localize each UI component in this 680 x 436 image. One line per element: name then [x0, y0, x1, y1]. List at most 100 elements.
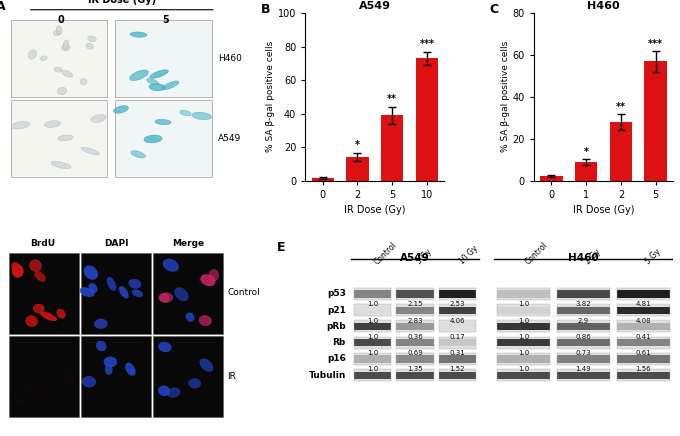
Text: 0.31: 0.31: [449, 350, 465, 356]
Bar: [497, 320, 550, 332]
Text: 1.0: 1.0: [518, 366, 529, 372]
Bar: [439, 337, 476, 349]
Bar: [617, 320, 670, 332]
Bar: [439, 288, 476, 300]
Text: 2.53: 2.53: [449, 301, 465, 307]
Bar: [354, 290, 391, 297]
Bar: [557, 339, 610, 346]
Bar: [396, 307, 434, 314]
Bar: [617, 320, 670, 332]
Bar: [396, 320, 434, 332]
Bar: [354, 371, 391, 379]
Text: 5: 5: [163, 15, 169, 25]
Text: 1.0: 1.0: [518, 334, 529, 340]
Ellipse shape: [54, 67, 62, 72]
Bar: [116, 100, 211, 177]
Ellipse shape: [114, 106, 129, 113]
Text: A549: A549: [218, 134, 241, 143]
Text: 2.9: 2.9: [578, 317, 589, 324]
Ellipse shape: [200, 359, 213, 371]
Ellipse shape: [11, 122, 30, 129]
Text: 0.41: 0.41: [635, 334, 651, 340]
Ellipse shape: [125, 363, 135, 375]
Bar: [396, 323, 434, 330]
Bar: [439, 353, 476, 365]
Text: p21: p21: [327, 306, 346, 315]
Text: IR Dose (Gy): IR Dose (Gy): [88, 0, 156, 5]
Text: p53: p53: [327, 290, 346, 298]
Text: E: E: [277, 241, 285, 254]
Bar: [439, 320, 476, 332]
Bar: [557, 320, 610, 332]
Bar: [557, 307, 610, 314]
Bar: [497, 304, 550, 316]
Ellipse shape: [56, 26, 62, 35]
Text: 4.06: 4.06: [449, 317, 465, 324]
Text: A: A: [0, 0, 6, 13]
Text: 2.15: 2.15: [407, 301, 423, 307]
Bar: [354, 339, 391, 346]
Text: 1.0: 1.0: [367, 301, 378, 307]
Bar: [381, 115, 403, 181]
Text: 1.0: 1.0: [518, 350, 529, 356]
Bar: [396, 337, 434, 349]
Ellipse shape: [130, 70, 148, 81]
Text: 1.0: 1.0: [367, 350, 378, 356]
Ellipse shape: [201, 275, 216, 286]
Bar: [557, 288, 610, 300]
Bar: [497, 371, 550, 379]
Ellipse shape: [155, 119, 171, 125]
Bar: [396, 304, 434, 316]
Ellipse shape: [58, 135, 73, 141]
Bar: [497, 353, 550, 365]
Bar: [617, 353, 670, 365]
Text: B: B: [260, 3, 270, 16]
Bar: [81, 253, 151, 334]
Bar: [617, 369, 670, 381]
Bar: [617, 353, 670, 365]
Text: 1.0: 1.0: [367, 334, 378, 340]
Bar: [439, 353, 476, 365]
Title: A549: A549: [359, 1, 391, 11]
Ellipse shape: [209, 269, 219, 281]
Ellipse shape: [144, 135, 162, 143]
Ellipse shape: [88, 283, 97, 293]
Bar: [354, 337, 391, 349]
Ellipse shape: [84, 266, 98, 279]
Bar: [116, 20, 211, 97]
Bar: [354, 320, 391, 332]
Text: 0.36: 0.36: [407, 334, 423, 340]
Bar: [354, 355, 391, 362]
Bar: [439, 337, 476, 349]
Bar: [497, 320, 550, 332]
Ellipse shape: [130, 32, 147, 37]
Ellipse shape: [40, 56, 48, 61]
Ellipse shape: [104, 357, 117, 367]
Bar: [396, 337, 434, 349]
Text: pRb: pRb: [326, 322, 346, 331]
Ellipse shape: [12, 262, 21, 274]
Text: 1.0: 1.0: [367, 317, 378, 324]
Bar: [497, 369, 550, 381]
Bar: [415, 58, 438, 181]
Bar: [354, 369, 391, 381]
Bar: [617, 290, 670, 297]
Text: 0: 0: [58, 15, 65, 25]
Bar: [557, 288, 610, 300]
Bar: [396, 290, 434, 297]
Ellipse shape: [86, 43, 93, 49]
Text: H460: H460: [568, 253, 598, 262]
Text: 0.73: 0.73: [575, 350, 592, 356]
Text: 1.56: 1.56: [635, 366, 651, 372]
Bar: [497, 290, 550, 297]
Bar: [439, 304, 476, 316]
Y-axis label: % SA β-gal positive cells: % SA β-gal positive cells: [500, 41, 510, 153]
Bar: [617, 288, 670, 300]
Text: p16: p16: [327, 354, 346, 364]
Ellipse shape: [63, 40, 69, 50]
Bar: [81, 336, 151, 417]
Text: Merge: Merge: [173, 238, 205, 248]
Bar: [354, 288, 391, 300]
Bar: [396, 369, 434, 381]
Bar: [354, 353, 391, 365]
